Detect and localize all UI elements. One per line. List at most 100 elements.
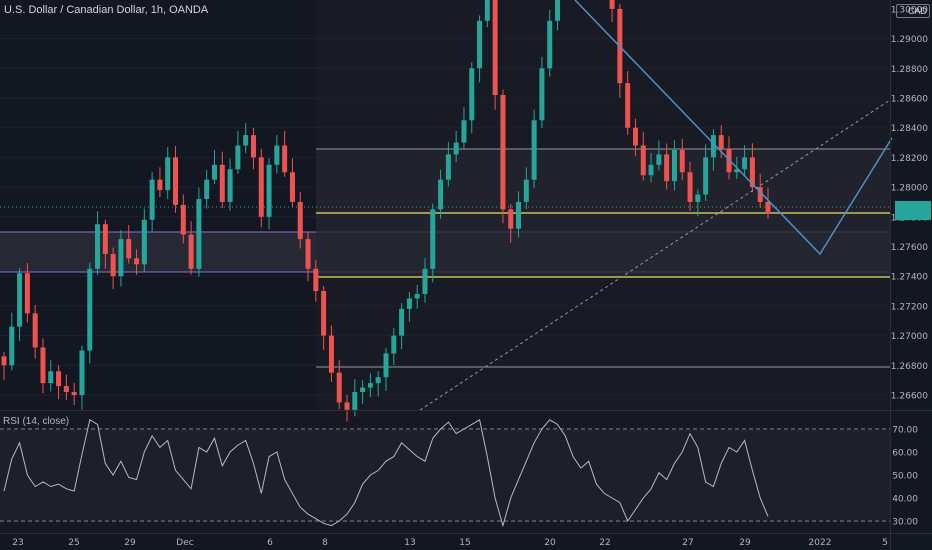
candle-body [95, 224, 101, 269]
candle-body [367, 383, 373, 388]
support-resistance-zones [0, 148, 890, 368]
price-tick-label: 1.28600 [891, 95, 928, 105]
rsi-tick-label: 70.00 [892, 426, 918, 436]
candle-body [48, 371, 54, 384]
candle-body [282, 145, 288, 173]
candle-body [274, 145, 280, 165]
rsi-indicator [0, 419, 890, 528]
candle-body [149, 179, 155, 220]
time-tick-label: 25 [68, 538, 79, 548]
candle-body [297, 201, 303, 240]
price-tick-label: 1.30000 [891, 6, 928, 16]
candle-body [173, 157, 179, 205]
price-tick-label: 1.29000 [891, 35, 928, 45]
candle-body [328, 335, 334, 373]
candle-body [531, 120, 537, 180]
candle-body [235, 145, 241, 170]
candle-body [757, 187, 763, 202]
candle-body [422, 268, 428, 295]
candle-body [516, 201, 522, 229]
rsi-line [3, 419, 769, 528]
candle-body [671, 149, 677, 182]
price-tick-label: 1.26600 [891, 392, 928, 402]
candle-body [555, 0, 561, 21]
candle-body [134, 258, 140, 265]
candle-body [56, 371, 62, 387]
candle-body [204, 179, 210, 199]
candle-body [102, 224, 108, 254]
time-tick-label: 23 [12, 538, 23, 548]
candle-body [523, 179, 529, 202]
candle-body [469, 68, 475, 121]
candle-body [609, 0, 615, 9]
candle-body [118, 239, 124, 277]
time-tick-label: 15 [459, 538, 470, 548]
candle-body [40, 347, 46, 384]
candle-body [539, 68, 545, 121]
rsi-band [0, 429, 890, 521]
rsi-panel [0, 410, 890, 534]
candle-body [375, 377, 381, 384]
candle-body [632, 127, 638, 146]
candle-body [453, 142, 459, 155]
time-tick-label: 29 [739, 538, 751, 548]
projection-path [574, 0, 893, 256]
candle-body [391, 335, 397, 354]
candle-body [266, 164, 272, 217]
candle-body [438, 179, 444, 210]
candle-body [765, 201, 771, 214]
candle-body [321, 291, 327, 336]
price-tick-label: 1.27600 [891, 243, 928, 253]
candle-body [227, 169, 233, 202]
candle-body [399, 308, 405, 336]
candle-body [180, 204, 186, 235]
time-tick-label: Dec [176, 538, 193, 548]
candle-body [17, 273, 23, 327]
candle-body [1, 356, 7, 366]
time-axis[interactable]: 23 25 29 Dec 6 8 13 15 20 22 27 29 2022 5 [12, 538, 888, 548]
candle-body [305, 239, 311, 269]
candle-body [243, 135, 249, 146]
trend-drawings [419, 0, 893, 411]
time-tick-label: 22 [599, 538, 610, 548]
candle-body [734, 169, 740, 173]
candle-body [110, 253, 116, 277]
time-tick-label: 20 [544, 538, 556, 548]
price-tick-label: 1.27200 [891, 302, 928, 312]
candle-body [508, 209, 514, 229]
currency-button[interactable]: CAD [896, 4, 930, 18]
price-tick-label: 1.28200 [891, 154, 928, 164]
candle-body [406, 298, 412, 309]
time-tick-label: 6 [267, 538, 273, 548]
time-tick-label: 8 [322, 538, 328, 548]
rsi-tick-label: 50.00 [892, 472, 918, 482]
candle-body [126, 239, 132, 259]
candle-body [165, 157, 171, 191]
chart-title: U.S. Dollar / Canadian Dollar, 1h, OANDA [4, 4, 209, 16]
rsi-axis[interactable]: 70.00 60.00 50.00 40.00 30.00 [892, 426, 918, 528]
candle-body [32, 313, 38, 348]
candle-body [640, 145, 646, 176]
price-axis[interactable]: 1.30000 1.29000 1.28800 1.28600 1.28400 1.282… [891, 6, 928, 402]
candle-body [679, 149, 685, 173]
candle-body [383, 353, 389, 378]
price-tick-label: 1.28400 [891, 124, 928, 134]
candle-body [336, 372, 342, 403]
candle-body [703, 157, 709, 195]
candle-body [484, 0, 490, 21]
candle-body [157, 179, 163, 191]
candle-body [687, 172, 693, 202]
time-tick-label: 27 [682, 538, 693, 548]
candle-body [344, 402, 350, 410]
time-tick-label: 2022 [809, 538, 832, 548]
price-tick-label: 1.28800 [891, 65, 928, 75]
price-candles [1, 0, 771, 422]
time-tick-label: 5 [882, 538, 888, 548]
candle-body [749, 157, 755, 188]
time-tick-label: 13 [404, 538, 415, 548]
candle-body [461, 120, 467, 143]
candle-body [500, 95, 506, 210]
time-tick-label: 29 [124, 538, 136, 548]
candle-body [211, 164, 217, 180]
rsi-tick-label: 30.00 [892, 518, 918, 528]
